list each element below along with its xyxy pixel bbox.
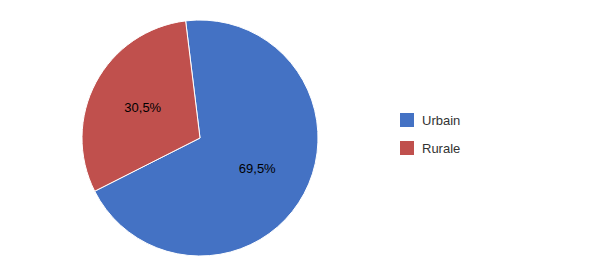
pie [82,20,318,256]
data-label: 69,5% [239,161,276,176]
chart: 69,5% 30,5% Urbain Rurale [0,0,594,276]
data-labels: 69,5% 30,5% [124,100,276,176]
legend-swatch [400,113,414,127]
legend-item: Rurale [400,141,460,156]
pie-slice [82,21,200,191]
data-label: 30,5% [124,100,161,115]
legend-item: Urbain [400,113,460,128]
legend-label: Urbain [422,113,460,128]
legend-swatch [400,141,414,155]
legend: Urbain Rurale [400,113,460,156]
legend-label: Rurale [422,141,460,156]
